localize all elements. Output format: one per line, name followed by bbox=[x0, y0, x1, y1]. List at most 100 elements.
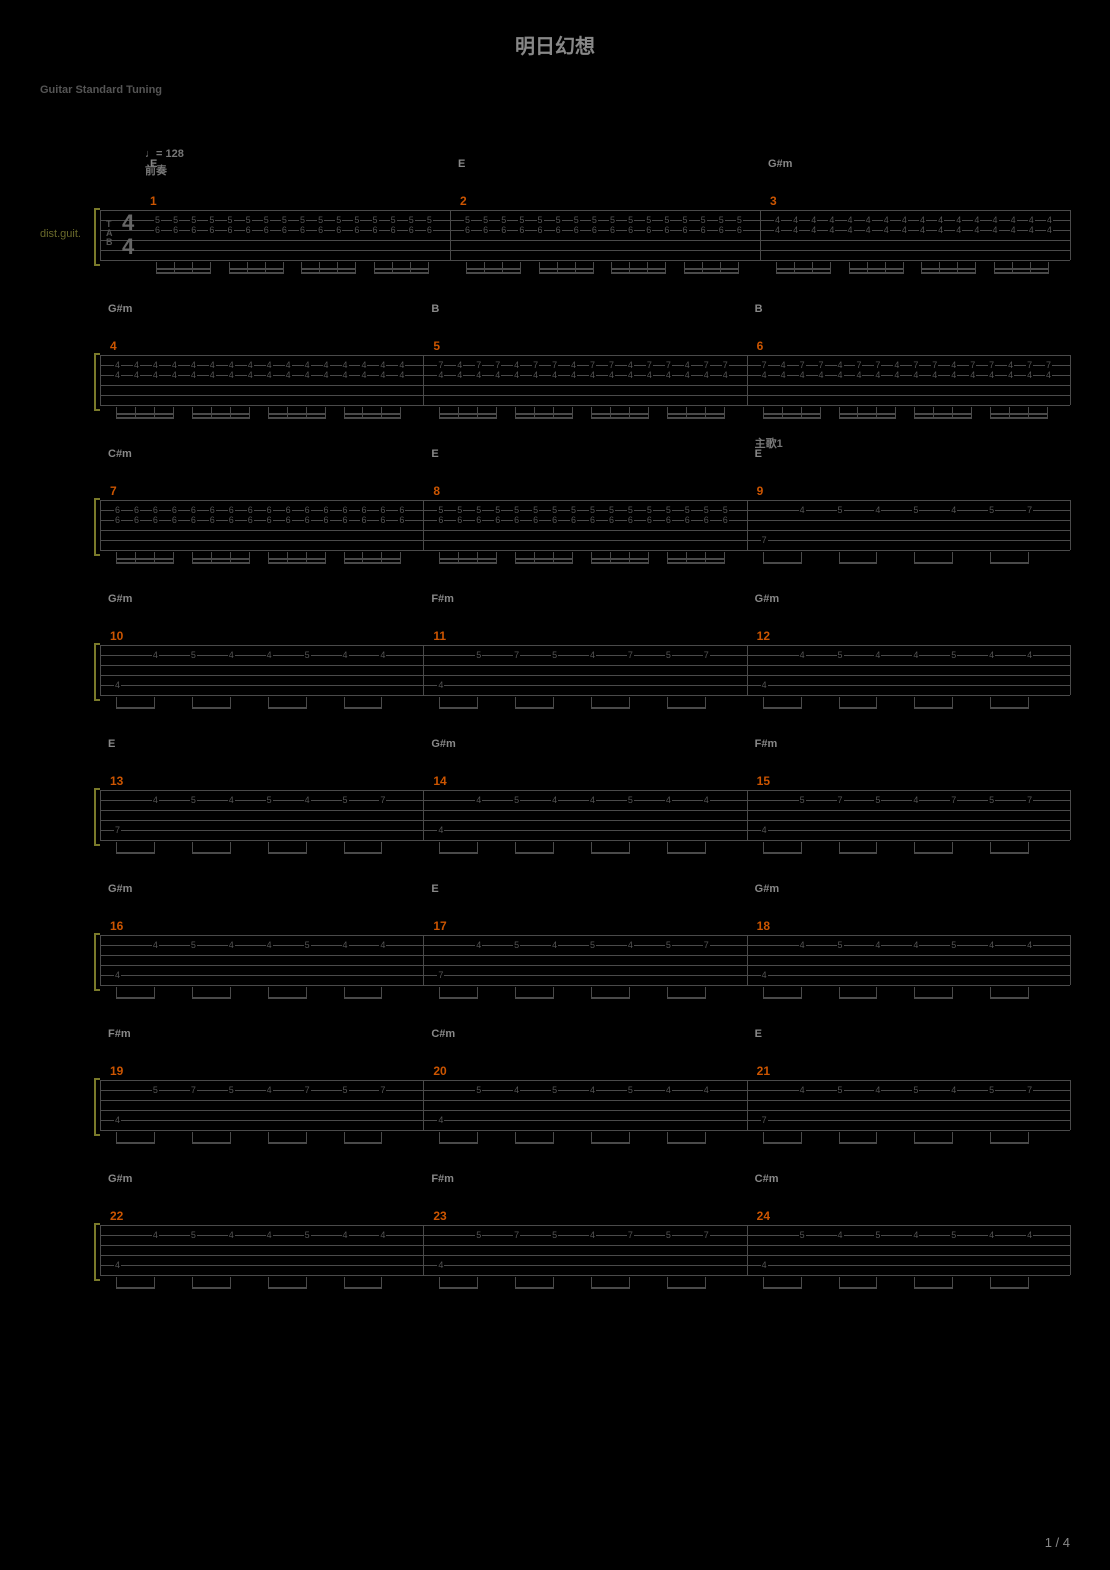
note-stem bbox=[496, 552, 497, 564]
note-stem bbox=[629, 842, 630, 854]
beam bbox=[344, 562, 401, 564]
staff-line bbox=[100, 510, 1070, 511]
fret-number: 6 bbox=[360, 506, 367, 515]
fret-number: 5 bbox=[190, 941, 197, 950]
staff-line bbox=[100, 945, 1070, 946]
fret-number: 5 bbox=[266, 796, 273, 805]
note-stem bbox=[1047, 407, 1048, 419]
fret-number: 4 bbox=[304, 361, 311, 370]
staff-line bbox=[100, 800, 1070, 801]
beam bbox=[192, 413, 249, 415]
fret-number: 7 bbox=[1026, 796, 1033, 805]
barline bbox=[423, 790, 424, 840]
fret-number: 7 bbox=[627, 651, 634, 660]
note-stem bbox=[477, 987, 478, 999]
fret-number: 5 bbox=[513, 796, 520, 805]
note-stem bbox=[1028, 1132, 1029, 1144]
fret-number: 4 bbox=[551, 371, 558, 380]
fret-number: 5 bbox=[665, 1231, 672, 1240]
fret-number: 5 bbox=[475, 1086, 482, 1095]
note-stem bbox=[306, 697, 307, 709]
note-stem bbox=[876, 1132, 877, 1144]
fret-number: 4 bbox=[792, 216, 799, 225]
fret-number: 6 bbox=[209, 516, 216, 525]
note-stem bbox=[1028, 1277, 1029, 1289]
fret-number: 4 bbox=[152, 371, 159, 380]
fret-number: 6 bbox=[426, 226, 433, 235]
fret-number: 4 bbox=[847, 226, 854, 235]
fret-number: 6 bbox=[500, 226, 507, 235]
note-stem bbox=[801, 552, 802, 564]
fret-number: 4 bbox=[190, 361, 197, 370]
bar-number: 16 bbox=[110, 919, 123, 933]
fret-number: 6 bbox=[247, 516, 254, 525]
fret-number: 4 bbox=[228, 371, 235, 380]
note-stem bbox=[306, 1132, 307, 1144]
fret-number: 4 bbox=[456, 371, 463, 380]
note-stem bbox=[230, 697, 231, 709]
fret-number: 6 bbox=[114, 506, 121, 515]
fret-number: 4 bbox=[475, 796, 482, 805]
beam bbox=[990, 417, 1047, 419]
fret-number: 5 bbox=[665, 941, 672, 950]
bar-number: 1 bbox=[150, 194, 157, 208]
fret-number: 6 bbox=[398, 506, 405, 515]
fret-number: 5 bbox=[573, 216, 580, 225]
staff-line bbox=[100, 840, 1070, 841]
chord-label: F#m bbox=[755, 738, 778, 750]
bar-number: 18 bbox=[757, 919, 770, 933]
fret-number: 6 bbox=[532, 516, 539, 525]
fret-number: 6 bbox=[456, 516, 463, 525]
beam bbox=[156, 272, 210, 274]
fret-number: 4 bbox=[228, 1231, 235, 1240]
chord-label: G#m bbox=[108, 883, 132, 895]
barline bbox=[1070, 645, 1071, 695]
fret-number: 5 bbox=[281, 216, 288, 225]
beam bbox=[849, 268, 903, 270]
beam bbox=[192, 1287, 230, 1289]
instrument-label: dist.guit. bbox=[40, 228, 81, 240]
fret-number: 5 bbox=[551, 1231, 558, 1240]
fret-number: 5 bbox=[532, 506, 539, 515]
fret-number: 4 bbox=[589, 651, 596, 660]
fret-number: 4 bbox=[901, 226, 908, 235]
note-stem bbox=[381, 1132, 382, 1144]
fret-number: 4 bbox=[379, 361, 386, 370]
beam bbox=[839, 997, 877, 999]
fret-number: 4 bbox=[133, 371, 140, 380]
fret-number: 5 bbox=[464, 216, 471, 225]
tab-staff: G#m1644544544E1774545457G#m1844544544 bbox=[100, 935, 1070, 985]
fret-number: 6 bbox=[379, 516, 386, 525]
fret-number: 5 bbox=[208, 216, 215, 225]
beam bbox=[591, 997, 629, 999]
fret-number: 6 bbox=[281, 226, 288, 235]
note-stem bbox=[154, 1277, 155, 1289]
fret-number: 4 bbox=[513, 361, 520, 370]
chord-label: E bbox=[431, 448, 438, 460]
fret-number: 5 bbox=[837, 506, 844, 515]
fret-number: 4 bbox=[893, 361, 900, 370]
beam bbox=[156, 268, 210, 270]
fret-number: 6 bbox=[353, 226, 360, 235]
note-stem bbox=[381, 987, 382, 999]
staff-line bbox=[100, 260, 1070, 261]
bar-number: 5 bbox=[433, 339, 440, 353]
beam bbox=[116, 417, 173, 419]
fret-number: 4 bbox=[818, 371, 825, 380]
staff-line bbox=[100, 240, 1070, 241]
fret-number: 5 bbox=[609, 216, 616, 225]
fret-number: 7 bbox=[703, 361, 710, 370]
fret-number: 6 bbox=[335, 226, 342, 235]
fret-number: 4 bbox=[855, 371, 862, 380]
fret-number: 4 bbox=[342, 371, 349, 380]
section-label: 前奏 bbox=[145, 162, 167, 178]
fret-number: 6 bbox=[684, 516, 691, 525]
song-title: 明日幻想 bbox=[0, 0, 1110, 59]
fret-number: 6 bbox=[703, 516, 710, 525]
beam bbox=[667, 558, 724, 560]
beam bbox=[116, 413, 173, 415]
fret-number: 4 bbox=[114, 1116, 121, 1125]
fret-number: 4 bbox=[532, 371, 539, 380]
fret-number: 6 bbox=[555, 226, 562, 235]
fret-number: 6 bbox=[573, 226, 580, 235]
